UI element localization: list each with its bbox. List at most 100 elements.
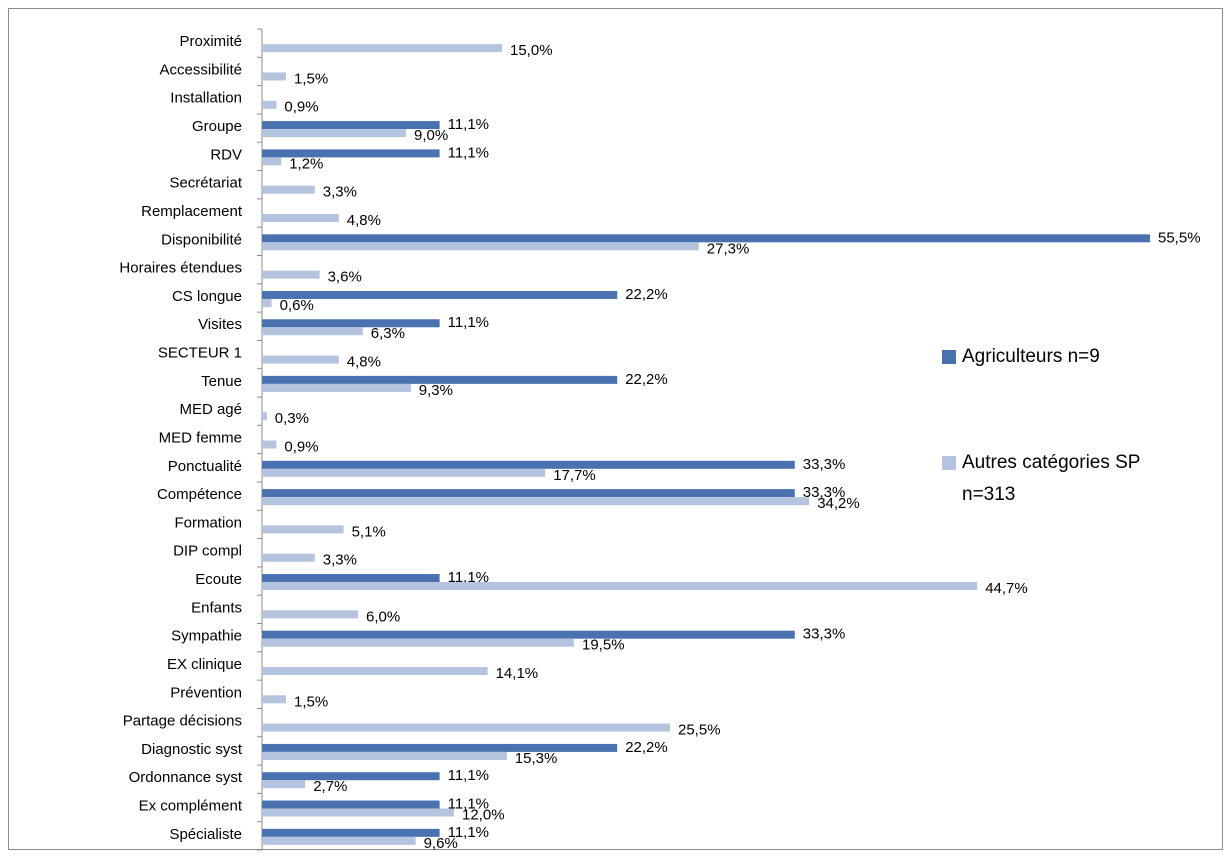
category-label: Enfants <box>191 599 242 616</box>
bar <box>262 828 440 837</box>
data-label: 22,2% <box>625 286 668 303</box>
bar <box>262 808 454 817</box>
category-label: RDV <box>210 146 242 163</box>
bar <box>262 497 810 506</box>
bar <box>262 185 315 194</box>
data-label: 22,2% <box>625 739 668 756</box>
data-label: 34,2% <box>817 495 860 512</box>
bar <box>262 383 411 392</box>
data-label: 19,5% <box>582 637 625 654</box>
bar <box>262 695 286 704</box>
bar <box>262 638 574 647</box>
bar <box>262 610 358 619</box>
bar <box>262 157 282 166</box>
data-label: 2,7% <box>313 778 347 795</box>
category-label: Ponctualité <box>168 458 242 475</box>
data-label: 1,5% <box>294 693 328 710</box>
data-label: 9,0% <box>414 127 448 144</box>
category-label: EX clinique <box>167 656 242 673</box>
category-label: Spécialiste <box>169 826 242 843</box>
bar <box>262 780 306 789</box>
bar <box>262 234 1150 243</box>
category-label: Visites <box>198 316 242 333</box>
category-label: MED agé <box>179 401 242 418</box>
category-label: Horaires étendues <box>119 260 242 277</box>
data-label: 4,8% <box>347 212 381 229</box>
bar <box>262 355 339 364</box>
category-label: MED femme <box>159 429 242 446</box>
bar <box>262 319 440 328</box>
data-label: 3,6% <box>328 269 362 286</box>
data-label: 3,3% <box>323 552 357 569</box>
data-label: 11,1% <box>448 796 489 813</box>
legend-swatch <box>942 350 956 364</box>
bar <box>262 375 618 384</box>
category-label: DIP compl <box>173 543 242 560</box>
category-label: Ex complément <box>139 798 243 815</box>
data-label: 17,7% <box>553 467 596 484</box>
data-label: 6,3% <box>371 325 405 342</box>
data-label: 11,1% <box>448 767 489 784</box>
data-label: 1,5% <box>294 70 328 87</box>
bar <box>262 743 618 752</box>
data-label: 0,9% <box>284 438 318 455</box>
category-label: Partage décisions <box>123 713 242 730</box>
bar <box>262 460 795 469</box>
category-label: Ecoute <box>195 571 242 588</box>
bar <box>262 440 277 449</box>
category-label: Disponibilité <box>161 231 242 248</box>
bar <box>262 630 795 639</box>
category-label: Diagnostic syst <box>141 741 243 758</box>
bar <box>262 214 339 223</box>
data-label: 33,3% <box>803 456 846 473</box>
category-label: Formation <box>174 514 242 531</box>
category-label: Secrétariat <box>169 175 242 192</box>
data-label: 11,1% <box>448 569 489 586</box>
bar <box>262 574 440 583</box>
data-label: 6,0% <box>366 608 400 625</box>
category-label: Remplacement <box>141 203 243 220</box>
data-label: 12,0% <box>462 807 505 824</box>
legend-swatch <box>942 456 956 470</box>
data-label: 0,6% <box>280 297 314 314</box>
data-label: 0,9% <box>284 99 318 116</box>
bar <box>262 525 344 534</box>
bar <box>262 772 440 781</box>
bar <box>262 751 507 760</box>
data-label: 15,0% <box>510 42 553 59</box>
bar <box>262 723 670 732</box>
data-label: 3,3% <box>323 184 357 201</box>
legend-label: Autres catégories SP n=313 <box>962 452 1141 505</box>
bar <box>262 553 315 562</box>
data-label: 5,1% <box>352 523 386 540</box>
category-label: Ordonnance syst <box>129 769 243 786</box>
legend-label: Agriculteurs n=9 <box>962 346 1100 367</box>
category-label: Sympathie <box>171 628 242 645</box>
data-label: 33,3% <box>803 626 846 643</box>
bar <box>262 468 546 477</box>
category-label: Compétence <box>157 486 242 503</box>
category-label: Installation <box>170 90 242 107</box>
frame <box>8 8 1223 850</box>
bar <box>262 100 277 109</box>
data-label: 25,5% <box>678 722 721 739</box>
data-label: 1,2% <box>289 155 323 172</box>
data-label: 11,1% <box>448 144 489 161</box>
category-label: Accessibilité <box>159 61 242 78</box>
data-label: 0,3% <box>275 410 309 427</box>
category-label: Proximité <box>179 33 242 50</box>
data-label: 9,3% <box>419 382 453 399</box>
data-label: 22,2% <box>625 371 668 388</box>
bar <box>262 582 978 591</box>
bar <box>262 270 320 279</box>
bar <box>262 44 502 53</box>
category-label: Prévention <box>170 684 242 701</box>
bar <box>262 666 488 675</box>
bar <box>262 489 795 498</box>
bar <box>262 149 440 158</box>
bar <box>262 129 406 138</box>
data-label: 44,7% <box>985 580 1028 597</box>
bar <box>262 800 440 809</box>
data-label: 27,3% <box>707 240 750 257</box>
